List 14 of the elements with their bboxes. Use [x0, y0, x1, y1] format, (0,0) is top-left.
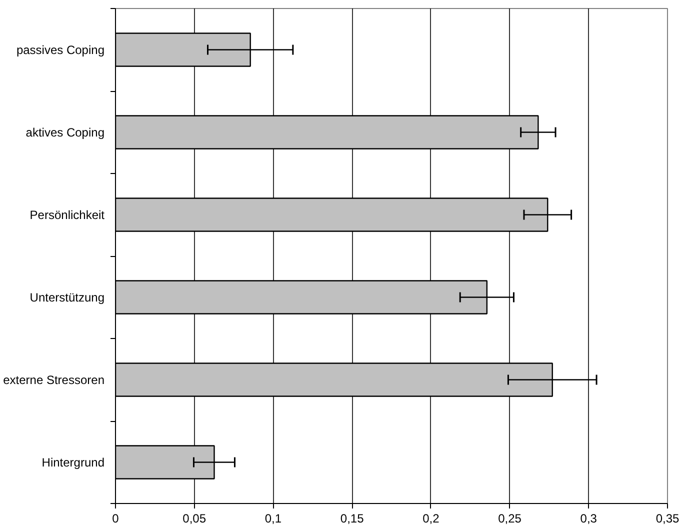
x-tick-label: 0,35 [656, 512, 680, 525]
y-tick-label: externe Stressoren [3, 372, 105, 387]
x-tick-label: 0,05 [182, 512, 206, 525]
x-tick-label: 0,25 [498, 512, 522, 525]
x-tick-label: 0,15 [340, 512, 364, 525]
x-tick-label: 0,2 [422, 512, 440, 525]
x-tick-label: 0,1 [264, 512, 282, 525]
y-tick-label: Unterstützung [30, 290, 105, 304]
y-tick-label: aktives Coping [26, 125, 105, 140]
x-tick-label: 0 [112, 512, 120, 525]
y-tick-label: Persönlichkeit [30, 208, 106, 222]
y-tick-label: Hintergrund [42, 455, 104, 470]
x-tick-label: 0,3 [580, 512, 598, 525]
y-tick-label: passives Coping [16, 42, 105, 57]
